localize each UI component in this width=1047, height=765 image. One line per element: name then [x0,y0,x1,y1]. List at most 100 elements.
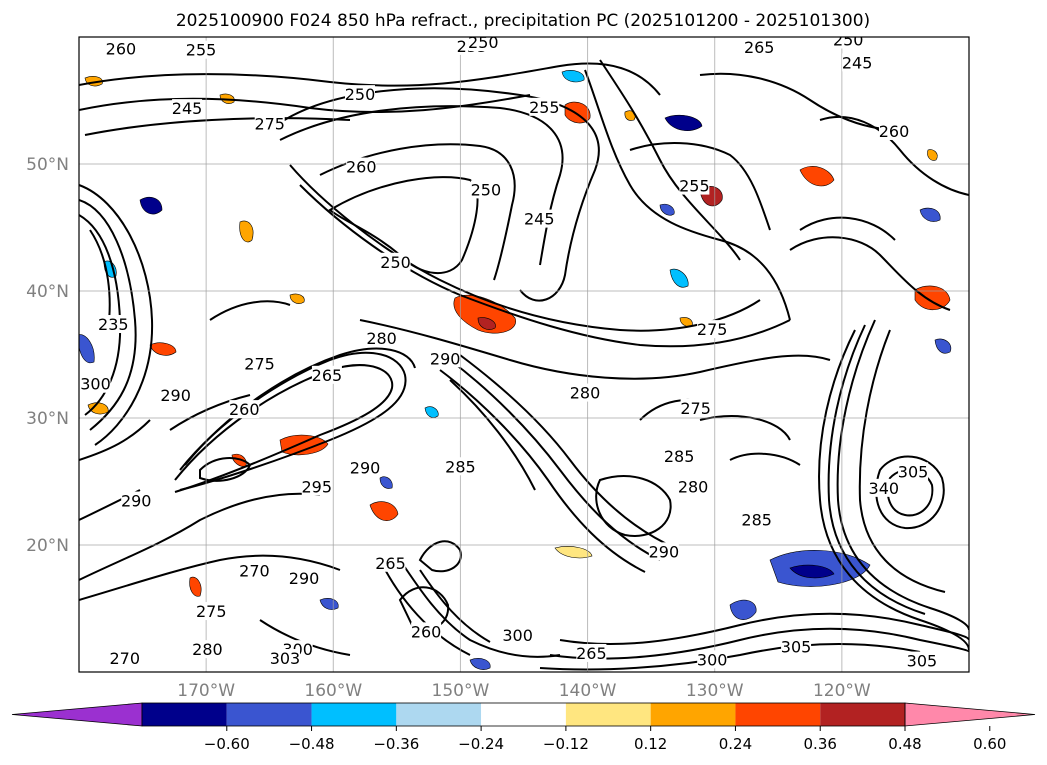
contour-line [595,475,672,537]
contour-label-bg [186,40,217,59]
lon-tick-label: 120°W [813,681,871,701]
colorbar-tick-label: 0.24 [719,735,752,753]
precip-blob [664,114,703,131]
contour-label: 275 [254,114,285,133]
precip-blob [624,110,636,121]
contour-label: 235 [98,315,129,334]
contour-line [799,216,896,241]
contour-label-bg [878,121,909,140]
colorbar-tick-label: −0.48 [289,735,335,753]
colorbar-tick-label: 0.48 [888,735,921,753]
precip-blob [379,476,393,489]
contour-line [584,69,791,321]
contour-line [459,354,676,549]
map-area: 2602552552502502552452752602502452502552… [79,33,969,672]
precip-blob [289,293,305,304]
contour-label: 303 [270,649,301,668]
contour-label-bg [366,328,397,347]
contour-label-bg [430,349,461,368]
contour-line [599,59,741,261]
contour-label: 275 [244,354,275,373]
contour-line [79,554,341,601]
contour-line [174,364,394,493]
contour-label: 255 [186,41,217,60]
contour-label: 290 [289,569,320,588]
contour-line [328,176,479,274]
lon-tick-label: 160°W [304,681,362,701]
contour-line [419,569,491,643]
contour-label-bg [906,651,937,670]
contour-label: 340 [869,479,900,498]
precip-blob [799,166,835,187]
contour-line [699,72,901,131]
contour-label-bg [80,374,111,393]
contour-label-bg [529,97,560,116]
contour-line [858,329,946,593]
precip-blob [564,101,591,124]
contour-label: 260 [346,158,377,177]
contour-label-bg [576,643,607,662]
contour-line [559,612,969,646]
precip-blob [729,599,757,620]
map-frame [78,36,970,673]
precip-blob [554,546,593,559]
contour-label-bg [648,542,679,561]
contour-label-bg [524,209,555,228]
contour-label: 290 [649,542,680,561]
contour-line [836,319,969,631]
contour-line [359,319,831,380]
contour-label: 300 [697,650,728,669]
contour-line [875,455,945,530]
contour-label: 245 [172,99,203,118]
precip-blob [149,342,177,356]
colorbar-bin [142,703,227,726]
contour-label: 285 [664,447,695,466]
colorbar-extend-high [904,702,1036,727]
contour-label: 255 [529,98,560,117]
contour-label-bg [445,457,476,476]
colorbar-bin [481,703,566,726]
contour-label-bg [109,649,140,668]
contour-label: 275 [680,399,711,418]
contour-label: 305 [898,462,929,481]
contour-label: 245 [842,53,873,72]
latitude-ticks: 50°N 40°N 30°N 20°N [26,155,69,556]
contour-label-bg [380,252,411,271]
lon-tick-label: 170°W [177,681,235,701]
contour-label: 275 [196,602,227,621]
contour-label: 260 [106,39,137,58]
colorbar-tick-label: −0.60 [204,735,250,753]
contour-label-bg [868,478,899,497]
precip-blob [369,501,399,521]
contour-line [199,457,252,482]
precip-blob [934,338,952,354]
contour-line [184,347,416,466]
contour-label: 305 [781,638,812,657]
contour-label-bg [744,38,775,57]
contour-label-bg [502,626,533,645]
contour-line [549,627,969,660]
contour-label-bg [680,398,711,417]
precip-blob [919,207,941,222]
contour-label: 305 [907,652,938,671]
precip-blob [139,197,163,215]
lat-tick-label: 30°N [26,409,69,429]
contour-label: 270 [109,649,140,668]
contour-label-bg [172,99,203,118]
contour-label: 250 [468,33,499,52]
contour-label: 285 [445,457,476,476]
precip-blob [914,285,951,311]
colorbar-tick-label: 0.60 [973,735,1006,753]
contour-label-bg [160,386,191,405]
contour-label-bg [781,637,812,656]
contour-label: 290 [430,349,461,368]
contour-label-bg [468,37,499,52]
gridlines [79,37,969,672]
colorbar-bin [565,703,651,726]
contour-line [729,452,801,466]
precip-blob [189,576,202,597]
contour-line [449,359,661,561]
contour-label-bg [244,354,275,373]
lon-tick-label: 150°W [432,681,490,701]
